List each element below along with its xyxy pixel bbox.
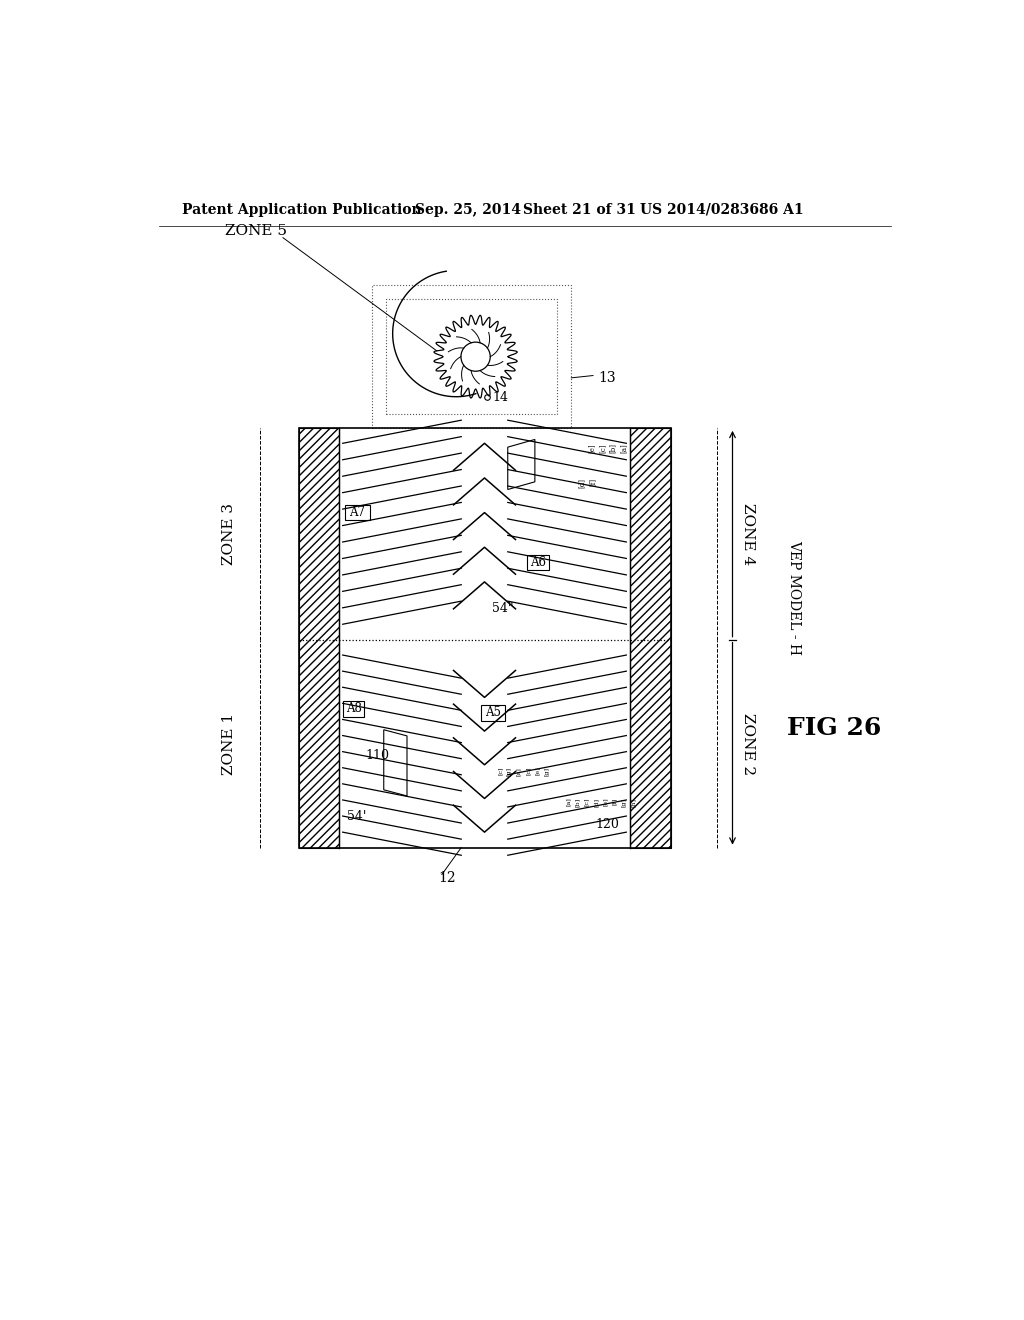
Text: Sheet 21 of 31: Sheet 21 of 31 <box>523 203 636 216</box>
Text: [d]: [d] <box>594 797 599 807</box>
Bar <box>372 285 571 428</box>
Text: A6: A6 <box>530 556 546 569</box>
Text: A5: A5 <box>485 706 501 719</box>
Text: 110: 110 <box>366 748 390 762</box>
Text: FIG 26: FIG 26 <box>786 717 881 741</box>
Polygon shape <box>508 440 535 490</box>
Text: [c]: [c] <box>525 767 530 775</box>
Text: [g]: [g] <box>544 767 549 776</box>
Text: [g]: [g] <box>507 767 512 776</box>
Bar <box>345 506 370 520</box>
Text: A8: A8 <box>345 702 361 715</box>
Bar <box>299 428 339 847</box>
Bar <box>386 300 557 414</box>
Bar <box>480 705 506 721</box>
Text: VEP MODEL - H: VEP MODEL - H <box>786 540 801 655</box>
Text: [b]: [b] <box>575 797 580 807</box>
Text: [e]: [e] <box>603 797 608 807</box>
Text: A7: A7 <box>349 506 366 519</box>
Text: US 2014/0283686 A1: US 2014/0283686 A1 <box>640 203 803 216</box>
Text: [d]: [d] <box>578 478 586 488</box>
Text: 54": 54" <box>493 602 514 615</box>
Text: ZONE 2: ZONE 2 <box>741 713 755 775</box>
Text: 13: 13 <box>598 371 616 385</box>
Text: ZONE 1: ZONE 1 <box>222 713 236 775</box>
Text: 14: 14 <box>493 391 509 404</box>
Text: Patent Application Publication: Patent Application Publication <box>182 203 422 216</box>
Text: [b]: [b] <box>609 444 617 453</box>
Text: [h]: [h] <box>631 797 636 807</box>
Text: [a]: [a] <box>565 797 570 807</box>
Text: [e]: [e] <box>535 767 540 775</box>
Bar <box>527 554 549 570</box>
Bar <box>630 428 671 847</box>
Text: [c]: [c] <box>585 797 589 807</box>
Text: [c]: [c] <box>598 444 606 453</box>
Text: ZONE 3: ZONE 3 <box>222 503 236 565</box>
Text: [e]: [e] <box>588 444 595 453</box>
Bar <box>343 701 365 717</box>
Bar <box>299 428 671 847</box>
Text: [a]: [a] <box>620 444 628 453</box>
Text: 120: 120 <box>595 818 620 832</box>
Text: [c]: [c] <box>498 767 503 775</box>
Text: ZONE 5: ZONE 5 <box>225 224 287 239</box>
Text: 54': 54' <box>346 810 366 824</box>
Text: [f]: [f] <box>612 797 617 805</box>
Polygon shape <box>384 730 407 796</box>
Text: [a]: [a] <box>516 767 521 776</box>
Text: [g]: [g] <box>622 797 627 807</box>
Text: ZONE 4: ZONE 4 <box>741 503 755 565</box>
Text: 12: 12 <box>438 871 456 886</box>
Text: [f]: [f] <box>588 478 596 486</box>
Text: Sep. 25, 2014: Sep. 25, 2014 <box>415 203 521 216</box>
